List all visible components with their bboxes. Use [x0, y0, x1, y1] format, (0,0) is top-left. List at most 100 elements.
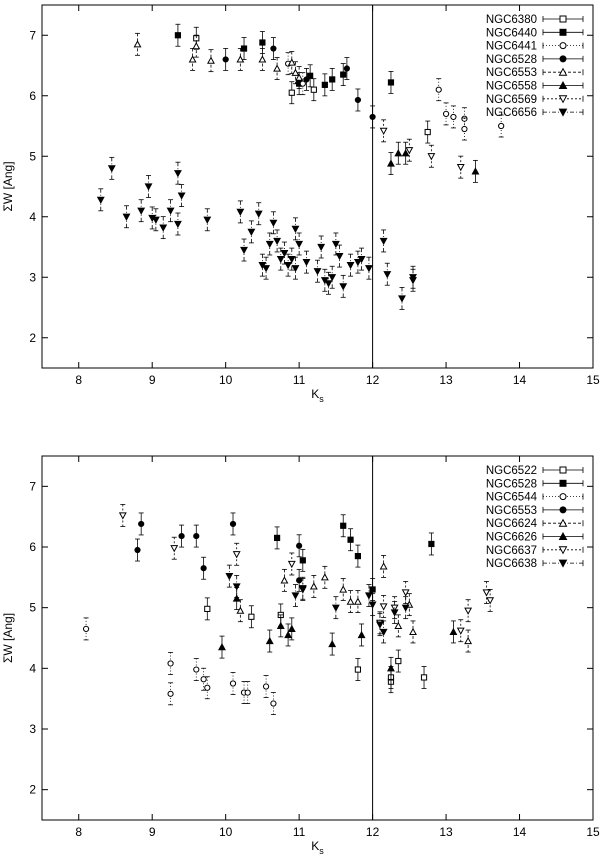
point-marker — [203, 216, 212, 224]
point-marker — [498, 122, 505, 130]
point-marker — [200, 565, 207, 572]
data-point — [236, 200, 245, 224]
point-marker — [291, 68, 300, 76]
point-marker — [442, 110, 450, 118]
data-point — [364, 584, 373, 607]
data-point — [395, 649, 402, 673]
data-point — [398, 287, 406, 310]
legend-marker — [558, 546, 568, 555]
point-marker — [379, 628, 388, 637]
point-marker — [296, 577, 303, 584]
legend-marker — [559, 42, 567, 50]
legend-label: NGC6558 — [486, 81, 537, 93]
series-ngc6380 — [193, 26, 431, 144]
point-marker — [368, 601, 377, 609]
legend-label: NGC6441 — [486, 41, 537, 53]
data-point — [329, 68, 336, 91]
data-point — [401, 596, 410, 620]
data-point — [287, 51, 296, 74]
point-marker — [204, 684, 211, 691]
point-marker — [144, 183, 153, 191]
legend-label: NGC6522 — [486, 465, 537, 477]
point-marker — [270, 45, 277, 52]
point-marker — [394, 149, 403, 157]
data-point — [137, 199, 146, 223]
point-marker — [236, 606, 245, 614]
data-point — [324, 271, 333, 295]
data-point — [464, 629, 473, 653]
data-point — [486, 588, 495, 612]
point-marker — [204, 605, 211, 612]
data-point — [288, 81, 295, 105]
data-point — [401, 141, 410, 165]
data-point — [291, 584, 300, 607]
x-tick-label: 9 — [149, 825, 156, 839]
point-marker — [309, 582, 318, 590]
data-point — [193, 524, 200, 548]
data-point — [482, 581, 491, 604]
x-tick-label: 13 — [439, 373, 453, 387]
point-marker — [193, 532, 200, 540]
data-point — [262, 675, 270, 698]
data-point — [232, 575, 241, 598]
data-point — [379, 595, 388, 618]
point-marker — [354, 666, 362, 673]
x-tick-label: 15 — [586, 825, 600, 839]
point-marker — [482, 589, 491, 597]
legend-marker — [558, 559, 568, 568]
point-marker — [229, 520, 237, 528]
legend-marker — [559, 493, 567, 501]
point-marker — [192, 41, 201, 50]
point-marker — [200, 676, 207, 683]
y-tick-label: 5 — [29, 601, 36, 615]
data-point — [296, 568, 303, 592]
data-point — [331, 232, 340, 256]
point-marker — [449, 627, 458, 636]
data-point — [107, 156, 116, 180]
data-point — [450, 105, 457, 129]
point-marker — [284, 262, 293, 270]
series-ngc6553 — [133, 32, 304, 89]
data-point — [369, 578, 376, 601]
series-ngc6637 — [118, 504, 495, 643]
point-marker — [398, 295, 406, 303]
x-tick-label: 12 — [366, 825, 380, 839]
data-point — [167, 682, 174, 706]
point-marker — [295, 73, 304, 81]
point-marker — [428, 540, 435, 548]
data-point — [299, 548, 306, 572]
point-marker — [379, 237, 388, 246]
data-point — [328, 265, 337, 289]
data-point — [364, 256, 373, 280]
point-marker — [273, 534, 281, 541]
y-axis-label: ΣW [Ang] — [1, 613, 15, 663]
y-tick-label: 4 — [29, 661, 36, 675]
point-marker — [376, 621, 384, 629]
point-marker — [340, 71, 347, 78]
data-point — [409, 620, 417, 644]
data-point — [295, 66, 304, 89]
data-point — [401, 581, 410, 604]
data-point — [291, 217, 300, 241]
point-marker — [173, 220, 182, 229]
legend-marker — [559, 506, 567, 514]
data-point — [461, 117, 468, 141]
legend-label: NGC6637 — [486, 545, 537, 557]
point-marker — [166, 207, 175, 215]
data-point — [232, 542, 241, 566]
data-point — [96, 188, 105, 212]
y-tick-label: 4 — [29, 210, 36, 224]
data-point — [321, 73, 328, 97]
point-marker — [409, 274, 417, 282]
data-point — [177, 184, 186, 207]
data-point — [299, 72, 306, 96]
point-marker — [96, 196, 105, 204]
point-marker — [339, 283, 348, 291]
data-point — [170, 536, 179, 560]
legend-entry: NGC6569 — [486, 94, 584, 106]
point-marker — [273, 64, 282, 72]
point-marker — [343, 65, 350, 72]
legend-label: NGC6638 — [486, 558, 537, 570]
